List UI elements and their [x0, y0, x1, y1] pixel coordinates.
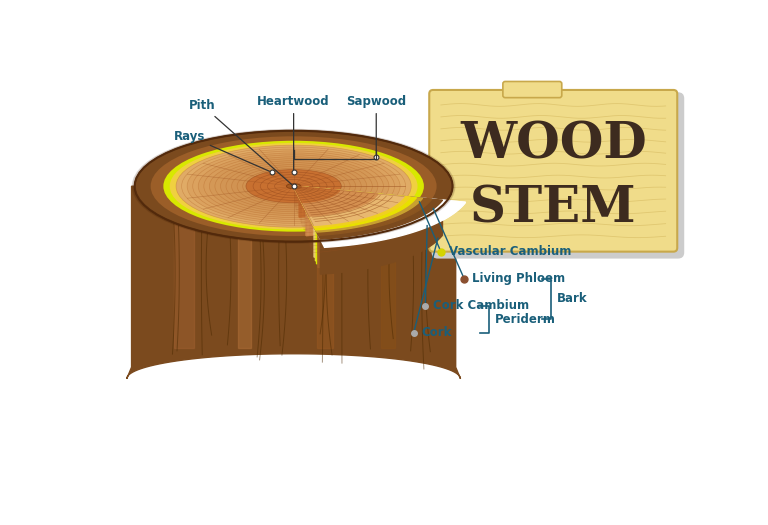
- Polygon shape: [293, 186, 442, 239]
- Polygon shape: [293, 186, 422, 232]
- Text: Living Phloem: Living Phloem: [472, 272, 565, 285]
- Polygon shape: [293, 186, 339, 203]
- Text: Pith: Pith: [189, 99, 292, 184]
- Ellipse shape: [253, 172, 333, 200]
- Polygon shape: [320, 200, 442, 274]
- Ellipse shape: [134, 131, 452, 242]
- Polygon shape: [316, 197, 415, 261]
- Text: WOOD: WOOD: [460, 120, 647, 169]
- Text: Sapwood: Sapwood: [346, 95, 406, 154]
- Ellipse shape: [220, 161, 367, 212]
- FancyBboxPatch shape: [429, 90, 677, 251]
- Text: STEM: STEM: [470, 185, 637, 234]
- Text: Cork Cambium: Cork Cambium: [433, 299, 529, 312]
- Text: Cork: Cork: [422, 326, 452, 339]
- Ellipse shape: [198, 153, 389, 219]
- Polygon shape: [293, 186, 378, 216]
- Polygon shape: [300, 189, 324, 217]
- Polygon shape: [293, 186, 301, 189]
- Polygon shape: [174, 194, 194, 348]
- Polygon shape: [293, 186, 410, 228]
- Polygon shape: [127, 186, 461, 379]
- Text: Bark: Bark: [557, 292, 588, 306]
- Ellipse shape: [243, 169, 345, 204]
- Text: Periderm: Periderm: [495, 312, 556, 326]
- FancyBboxPatch shape: [503, 81, 561, 98]
- Polygon shape: [293, 186, 465, 247]
- Text: Vascular Cambium: Vascular Cambium: [449, 245, 571, 258]
- Ellipse shape: [187, 149, 400, 223]
- Polygon shape: [293, 186, 465, 247]
- Polygon shape: [238, 194, 250, 348]
- Polygon shape: [381, 194, 396, 348]
- Ellipse shape: [246, 170, 341, 203]
- Ellipse shape: [164, 141, 424, 232]
- Polygon shape: [293, 186, 404, 226]
- Text: Rays: Rays: [174, 130, 270, 171]
- Ellipse shape: [286, 184, 301, 188]
- Ellipse shape: [170, 143, 418, 229]
- Polygon shape: [293, 186, 416, 230]
- Ellipse shape: [210, 157, 378, 216]
- Ellipse shape: [265, 176, 323, 196]
- Polygon shape: [306, 193, 362, 236]
- Text: Heartwood: Heartwood: [257, 95, 330, 170]
- Polygon shape: [293, 186, 432, 235]
- Ellipse shape: [176, 145, 411, 227]
- Ellipse shape: [176, 145, 411, 227]
- Ellipse shape: [151, 136, 437, 236]
- Polygon shape: [317, 194, 333, 348]
- FancyBboxPatch shape: [432, 92, 684, 259]
- Polygon shape: [316, 198, 421, 264]
- Polygon shape: [314, 197, 407, 257]
- Polygon shape: [318, 199, 429, 268]
- Ellipse shape: [232, 164, 356, 208]
